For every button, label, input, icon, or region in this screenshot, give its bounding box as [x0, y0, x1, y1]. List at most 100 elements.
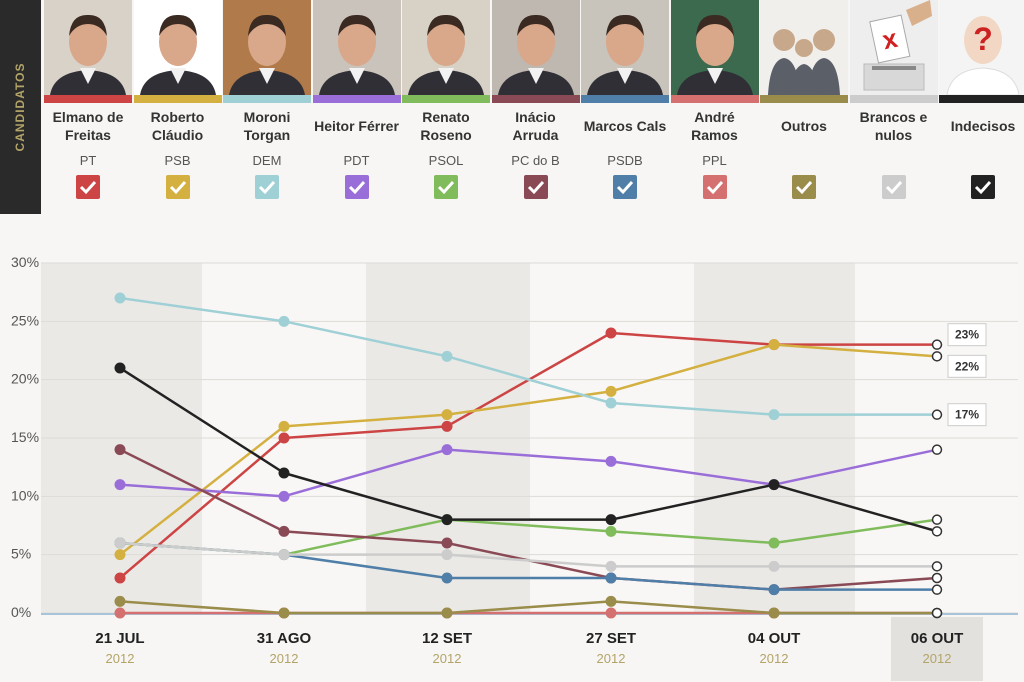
data-point[interactable]: [605, 385, 617, 397]
data-point[interactable]: [768, 584, 780, 596]
data-point[interactable]: [278, 467, 290, 479]
checkbox-icon[interactable]: [344, 175, 369, 199]
data-point[interactable]: [114, 292, 126, 304]
candidate-column: Elmano de Freitas PT: [44, 0, 132, 214]
data-point[interactable]: [605, 595, 617, 607]
data-point[interactable]: [605, 397, 617, 409]
data-point[interactable]: [605, 607, 617, 619]
checkbox-icon[interactable]: [881, 175, 906, 199]
candidate-color-bar: [133, 95, 222, 103]
data-point[interactable]: [278, 490, 290, 502]
x-tick-date[interactable]: 21 JUL: [95, 630, 144, 647]
x-tick-date[interactable]: 27 SET: [586, 630, 636, 647]
candidate-name-line2: Ramos: [691, 127, 738, 143]
data-point[interactable]: [768, 607, 780, 619]
candidate-column: Marcos Cals PSDB: [581, 0, 669, 214]
person-photo: [223, 0, 311, 95]
data-point[interactable]: [931, 526, 943, 537]
candidate-column: Outros: [760, 0, 848, 214]
data-point[interactable]: [605, 572, 617, 584]
data-point[interactable]: [931, 339, 943, 350]
data-point[interactable]: [114, 444, 126, 456]
data-point[interactable]: [114, 362, 126, 374]
data-point[interactable]: [931, 607, 943, 619]
data-point[interactable]: [931, 409, 943, 420]
data-point[interactable]: [605, 514, 617, 526]
data-point[interactable]: [441, 549, 453, 561]
data-point[interactable]: [278, 525, 290, 537]
data-point[interactable]: [441, 607, 453, 619]
candidate-name-line1: Elmano de: [52, 109, 124, 125]
person-photo: [491, 0, 580, 95]
data-point[interactable]: [931, 572, 943, 584]
candidate-column: x Brancos e nulos: [849, 0, 938, 214]
data-point[interactable]: [768, 560, 780, 572]
data-point[interactable]: [931, 444, 943, 455]
data-point[interactable]: [278, 420, 290, 432]
x-tick-year: 2012: [433, 651, 462, 666]
checkbox-icon[interactable]: [76, 175, 100, 199]
candidate-name: André Ramos: [671, 108, 759, 144]
data-point[interactable]: [441, 514, 453, 526]
data-point[interactable]: [114, 479, 126, 491]
candidate-name-line1: Indecisos: [950, 118, 1016, 134]
selected-date-highlight: [891, 617, 983, 681]
data-point[interactable]: [441, 444, 453, 456]
data-point[interactable]: [278, 315, 290, 327]
x-tick-date[interactable]: 12 SET: [422, 630, 472, 647]
candidate-party: PPL: [702, 153, 727, 168]
x-tick-year: 2012: [760, 651, 789, 666]
checkbox-icon[interactable]: [971, 175, 995, 199]
data-point[interactable]: [605, 560, 617, 572]
y-tick-label: 25%: [11, 312, 39, 328]
checkbox-icon[interactable]: [523, 175, 548, 199]
candidate-name: Moroni Torgan: [223, 108, 311, 144]
y-tick-label: 20%: [11, 371, 39, 387]
candidate-color-bar: [760, 95, 848, 103]
data-point[interactable]: [114, 572, 126, 584]
data-point[interactable]: [768, 479, 780, 491]
x-tick-date[interactable]: 04 OUT: [748, 630, 801, 647]
data-point[interactable]: [605, 525, 617, 537]
data-point[interactable]: [441, 409, 453, 421]
data-point[interactable]: [931, 561, 943, 572]
checkbox-icon[interactable]: [613, 175, 637, 199]
checkbox-icon[interactable]: [792, 175, 816, 199]
data-point[interactable]: [278, 549, 290, 561]
data-point[interactable]: [278, 432, 290, 444]
candidate-color-bar: [849, 95, 938, 103]
data-point[interactable]: [114, 607, 126, 619]
data-point[interactable]: [441, 420, 453, 432]
data-point[interactable]: [931, 514, 943, 525]
data-point[interactable]: [441, 537, 453, 549]
candidate-party: PDT: [343, 153, 370, 168]
value-label: 22%: [955, 359, 979, 373]
candidate-party: PSDB: [607, 153, 643, 168]
candidate-name: Brancos e nulos: [850, 108, 938, 144]
data-point[interactable]: [114, 595, 126, 607]
data-point[interactable]: [768, 537, 780, 549]
data-point[interactable]: [605, 327, 617, 339]
data-point[interactable]: [768, 339, 780, 351]
data-point[interactable]: [768, 409, 780, 421]
checkbox-icon[interactable]: [165, 175, 190, 199]
candidate-name-line1: Outros: [781, 118, 827, 134]
data-point[interactable]: [931, 351, 943, 362]
x-tick-date[interactable]: 06 OUT: [911, 630, 964, 647]
checkbox-icon[interactable]: [434, 175, 458, 199]
candidate-column: André Ramos PPL: [670, 0, 759, 214]
checkbox-icon[interactable]: [255, 175, 279, 199]
data-point[interactable]: [931, 584, 943, 595]
checkbox-icon[interactable]: [702, 175, 727, 199]
data-point[interactable]: [441, 572, 453, 584]
ballot-box-icon: x: [849, 0, 938, 95]
candidate-name-line1: Marcos Cals: [583, 118, 667, 134]
candidate-name-line2: Cláudio: [151, 127, 204, 143]
data-point[interactable]: [114, 537, 126, 549]
x-tick-date[interactable]: 31 AGO: [257, 630, 312, 647]
candidate-party: PT: [79, 153, 97, 168]
data-point[interactable]: [441, 350, 453, 362]
data-point[interactable]: [605, 455, 617, 467]
data-point[interactable]: [114, 549, 126, 561]
data-point[interactable]: [278, 607, 290, 619]
